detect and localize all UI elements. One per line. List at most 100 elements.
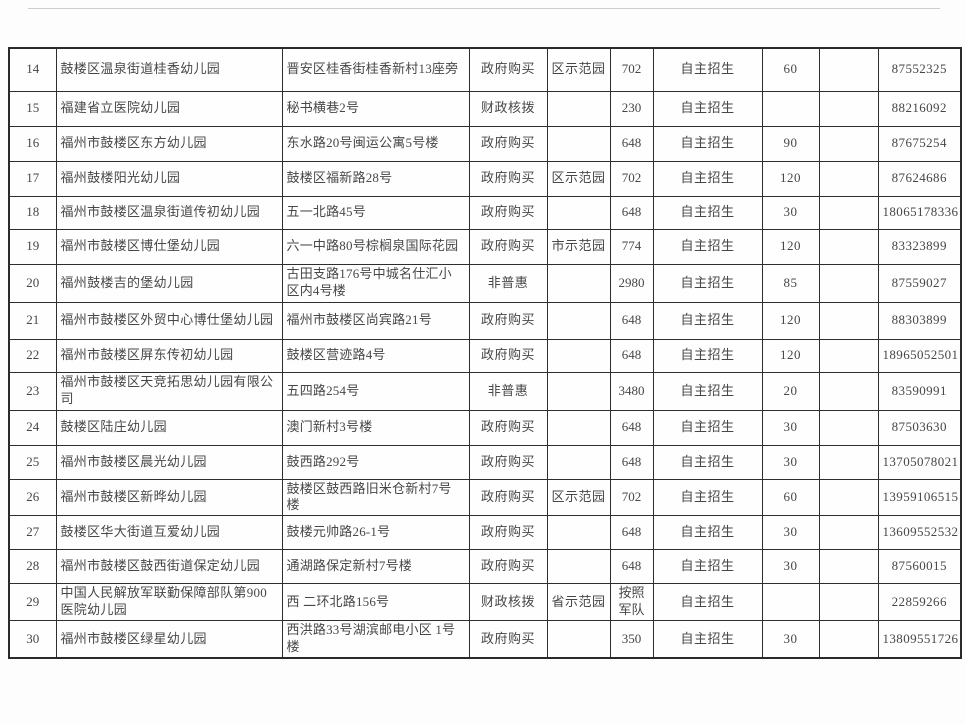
table-row: 30 福州市鼓楼区绿星幼儿园 西洪路33号湖滨邮电小区 1号楼 政府购买 350 自主招生… [8, 620, 962, 659]
cell-address: 福州市鼓楼区尚宾路21号 [281, 301, 470, 340]
cell-demonstration-level [546, 409, 611, 446]
cell-phone-number: 87560015 [877, 549, 962, 585]
cell-enrollment-method: 自主招生 [652, 160, 763, 197]
cell-fee: 648 [609, 125, 654, 162]
cell-address: 五一北路45号 [281, 195, 470, 230]
cell-blank [818, 125, 879, 162]
cell-enrollment-method: 自主招生 [652, 444, 763, 480]
cell-quota: 120 [761, 301, 820, 340]
cell-demonstration-level [546, 620, 611, 659]
cell-enrollment-method: 自主招生 [652, 47, 763, 92]
page-top-rule [28, 8, 940, 9]
cell-enrollment-method: 自主招生 [652, 478, 763, 517]
table-row: 20 福州鼓楼吉的堡幼儿园 古田支路176号中城名仕汇小区内4号楼 非普惠 2980 自主… [8, 263, 962, 303]
cell-quota: 60 [761, 47, 820, 92]
cell-phone-number: 13809551726 [877, 620, 962, 659]
cell-blank [818, 478, 879, 517]
cell-row-number: 17 [8, 160, 57, 197]
cell-demonstration-level [546, 549, 611, 585]
cell-enrollment-method: 自主招生 [652, 263, 763, 303]
cell-kindergarten-name: 鼓楼区华大街道互爱幼儿园 [55, 515, 283, 551]
cell-quota: 90 [761, 125, 820, 162]
cell-enrollment-method: 自主招生 [652, 549, 763, 585]
table-row: 18 福州市鼓楼区温泉街道传初幼儿园 五一北路45号 政府购买 648 自主招生 30 180… [8, 195, 962, 230]
cell-enrollment-method: 自主招生 [652, 338, 763, 373]
cell-phone-number: 87559027 [877, 263, 962, 303]
cell-phone-number: 13609552532 [877, 515, 962, 551]
cell-kindergarten-name: 福州市鼓楼区绿星幼儿园 [55, 620, 283, 659]
table-row: 15 福建省立医院幼儿园 秘书横巷2号 财政核拨 230 自主招生 88216092 [8, 90, 962, 127]
cell-address: 鼓楼区营迹路4号 [281, 338, 470, 373]
cell-funding-type: 政府购买 [468, 195, 548, 230]
cell-demonstration-level: 区示范园 [546, 160, 611, 197]
cell-enrollment-method: 自主招生 [652, 583, 763, 622]
cell-funding-type: 政府购买 [468, 409, 548, 446]
cell-address: 古田支路176号中城名仕汇小区内4号楼 [281, 263, 470, 303]
cell-row-number: 24 [8, 409, 57, 446]
cell-demonstration-level [546, 125, 611, 162]
cell-fee: 648 [609, 195, 654, 230]
cell-phone-number: 87675254 [877, 125, 962, 162]
cell-kindergarten-name: 福州市鼓楼区晨光幼儿园 [55, 444, 283, 480]
cell-blank [818, 263, 879, 303]
cell-quota: 120 [761, 228, 820, 265]
cell-quota: 30 [761, 195, 820, 230]
cell-fee: 230 [609, 90, 654, 127]
cell-kindergarten-name: 福州鼓楼吉的堡幼儿园 [55, 263, 283, 303]
cell-blank [818, 549, 879, 585]
cell-kindergarten-name: 鼓楼区温泉街道桂香幼儿园 [55, 47, 283, 92]
cell-address: 西洪路33号湖滨邮电小区 1号楼 [281, 620, 470, 659]
cell-funding-type: 财政核拨 [468, 583, 548, 622]
cell-fee: 648 [609, 301, 654, 340]
cell-funding-type: 政府购买 [468, 228, 548, 265]
cell-kindergarten-name: 福州市鼓楼区天竞拓思幼儿园有限公司 [55, 371, 283, 411]
cell-enrollment-method: 自主招生 [652, 620, 763, 659]
cell-phone-number: 83323899 [877, 228, 962, 265]
cell-fee: 按照军队 [609, 583, 654, 622]
cell-kindergarten-name: 鼓楼区陆庄幼儿园 [55, 409, 283, 446]
cell-phone-number: 87503630 [877, 409, 962, 446]
cell-demonstration-level [546, 301, 611, 340]
cell-fee: 3480 [609, 371, 654, 411]
cell-kindergarten-name: 福州市鼓楼区屏东传初幼儿园 [55, 338, 283, 373]
cell-demonstration-level [546, 263, 611, 303]
cell-funding-type: 非普惠 [468, 371, 548, 411]
cell-fee: 648 [609, 515, 654, 551]
cell-address: 鼓楼区福新路28号 [281, 160, 470, 197]
cell-phone-number: 18065178336 [877, 195, 962, 230]
cell-demonstration-level: 区示范园 [546, 478, 611, 517]
cell-address: 鼓西路292号 [281, 444, 470, 480]
cell-enrollment-method: 自主招生 [652, 125, 763, 162]
cell-enrollment-method: 自主招生 [652, 301, 763, 340]
cell-blank [818, 47, 879, 92]
kindergarten-table-body: 14 鼓楼区温泉街道桂香幼儿园 晋安区桂香街桂香新村13座旁 政府购买 区示范园 702 自… [8, 47, 962, 659]
cell-fee: 774 [609, 228, 654, 265]
cell-demonstration-level [546, 371, 611, 411]
table-row: 16 福州市鼓楼区东方幼儿园 东水路20号闽运公寓5号楼 政府购买 648 自主招生 90 8… [8, 125, 962, 162]
cell-kindergarten-name: 中国人民解放军联勤保障部队第900医院幼儿园 [55, 583, 283, 622]
cell-blank [818, 228, 879, 265]
cell-kindergarten-name: 福州鼓楼阳光幼儿园 [55, 160, 283, 197]
cell-funding-type: 政府购买 [468, 125, 548, 162]
cell-enrollment-method: 自主招生 [652, 371, 763, 411]
cell-quota: 120 [761, 160, 820, 197]
cell-blank [818, 620, 879, 659]
cell-address: 通湖路保定新村7号楼 [281, 549, 470, 585]
cell-address: 晋安区桂香街桂香新村13座旁 [281, 47, 470, 92]
cell-fee: 702 [609, 160, 654, 197]
cell-phone-number: 18965052501 [877, 338, 962, 373]
cell-fee: 702 [609, 478, 654, 517]
cell-kindergarten-name: 福州市鼓楼区博仕堡幼儿园 [55, 228, 283, 265]
cell-funding-type: 政府购买 [468, 160, 548, 197]
table-row: 28 福州市鼓楼区鼓西街道保定幼儿园 通湖路保定新村7号楼 政府购买 648 自主招生 30… [8, 549, 962, 585]
cell-phone-number: 13705078021 [877, 444, 962, 480]
cell-address: 澳门新村3号楼 [281, 409, 470, 446]
cell-funding-type: 政府购买 [468, 478, 548, 517]
cell-address: 鼓楼元帅路26-1号 [281, 515, 470, 551]
cell-row-number: 19 [8, 228, 57, 265]
table-row: 26 福州市鼓楼区新晔幼儿园 鼓楼区鼓西路旧米仓新村7号楼 政府购买 区示范园 702 自主… [8, 478, 962, 517]
cell-address: 西 二环北路156号 [281, 583, 470, 622]
cell-kindergarten-name: 福州市鼓楼区新晔幼儿园 [55, 478, 283, 517]
cell-address: 鼓楼区鼓西路旧米仓新村7号楼 [281, 478, 470, 517]
cell-quota: 30 [761, 515, 820, 551]
